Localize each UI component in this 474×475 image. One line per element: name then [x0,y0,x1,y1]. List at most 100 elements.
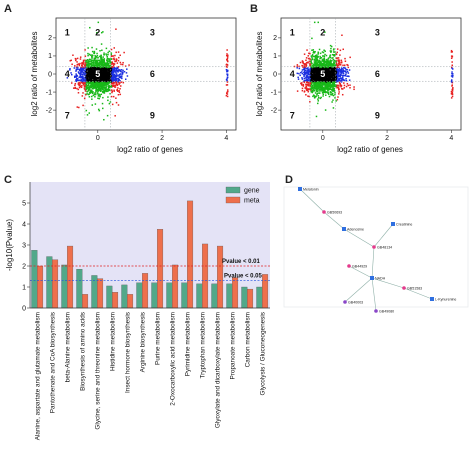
scatter-point [347,64,349,67]
scatter-point [322,82,324,85]
scatter-point [318,61,321,64]
scatter-point [88,112,90,114]
scatter-point [116,62,119,64]
scatter-point [100,72,102,74]
scatter-point [108,60,111,63]
y-tick-label: 5 [22,200,26,207]
scatter-point [345,68,347,71]
scatter-point [342,69,345,71]
scatter-point [91,73,94,76]
threshold-label: Pvalue < 0.01 [222,259,261,265]
scatter-point [114,54,116,57]
scatter-point [85,74,87,77]
scatter-point [110,63,113,65]
scatter-point [319,70,322,73]
scatter-point [101,102,104,105]
scatter-point [333,89,335,91]
scatter-point [74,84,76,87]
scatter-point [100,87,103,90]
scatter-point [307,71,309,73]
scatter-point [111,66,113,68]
scatter-point [321,87,323,90]
scatter-point [107,96,109,98]
scatter-point [329,60,331,62]
scatter-point [96,88,99,90]
scatter-point [323,56,326,58]
scatter-point [106,72,108,75]
scatter-point [337,74,340,77]
scatter-point [73,67,76,69]
scatter-point [82,92,84,94]
scatter-point [331,92,334,95]
scatter-point [305,83,307,86]
scatter-point [330,66,332,69]
scatter-point [97,85,100,88]
scatter-point [80,66,83,69]
scatter-point [79,81,81,84]
scatter-point [316,88,319,91]
scatter-point [328,79,331,82]
bar-category-labels: Alanine, aspartate and glutamate metabol… [35,312,267,440]
category-label: Propanoate metabolism [230,312,237,380]
scatter-point [89,66,92,69]
scatter-point [307,69,310,71]
scatter-point [103,69,105,72]
scatter-point [121,73,124,75]
scatter-point [102,107,104,110]
scatter-point [315,72,318,75]
scatter-point [297,76,299,79]
scatter-point [119,70,121,73]
scatter-point [331,57,333,59]
scatter-point [333,82,335,84]
scatter-point [332,51,335,53]
scatter-point [322,89,324,92]
scatter-point [114,74,117,77]
scatter-point [329,61,332,64]
scatter-point [330,45,333,48]
scatter-point [318,83,321,85]
scatter-point [307,81,310,84]
scatter-point [226,93,229,95]
scatter-point [94,74,96,76]
scatter-point [78,86,81,89]
scatter-point [310,90,312,92]
scatter-point [101,87,104,90]
scatter-point [109,60,112,63]
scatter-point [79,56,82,58]
y-tick-label: 1 [22,284,26,291]
scatter-point [314,82,317,84]
scatter-point [338,89,340,91]
scatter-point [112,75,114,77]
scatter-point [320,85,323,87]
scatter-point [116,70,119,72]
bars-c [31,200,269,309]
scatter-point [317,53,319,55]
scatter-point [306,61,309,64]
scatter-point [91,75,94,77]
scatter-point [79,68,82,71]
scatter-point [86,74,88,76]
scatter-point [451,93,454,95]
scatter-point [302,66,304,69]
scatter-point [112,76,114,79]
scatter-point [301,89,304,92]
scatter-point [327,78,329,80]
scatter-point [97,62,99,64]
scatter-point [94,79,96,82]
scatter-point [113,90,115,92]
scatter-point [329,77,332,80]
scatter-point [327,58,329,60]
scatter-point [315,95,317,98]
scatter-point [344,70,347,73]
scatter-point [318,60,321,63]
region-label: 6 [150,69,155,79]
scatter-point [336,68,338,71]
scatter-point [111,71,114,74]
scatter-point [320,66,323,68]
scatter-point [338,78,340,80]
scatter-point [329,55,331,57]
scatter-point [317,98,319,100]
scatter-point [69,69,71,71]
scatter-point [71,63,73,66]
scatter-point [331,68,334,70]
